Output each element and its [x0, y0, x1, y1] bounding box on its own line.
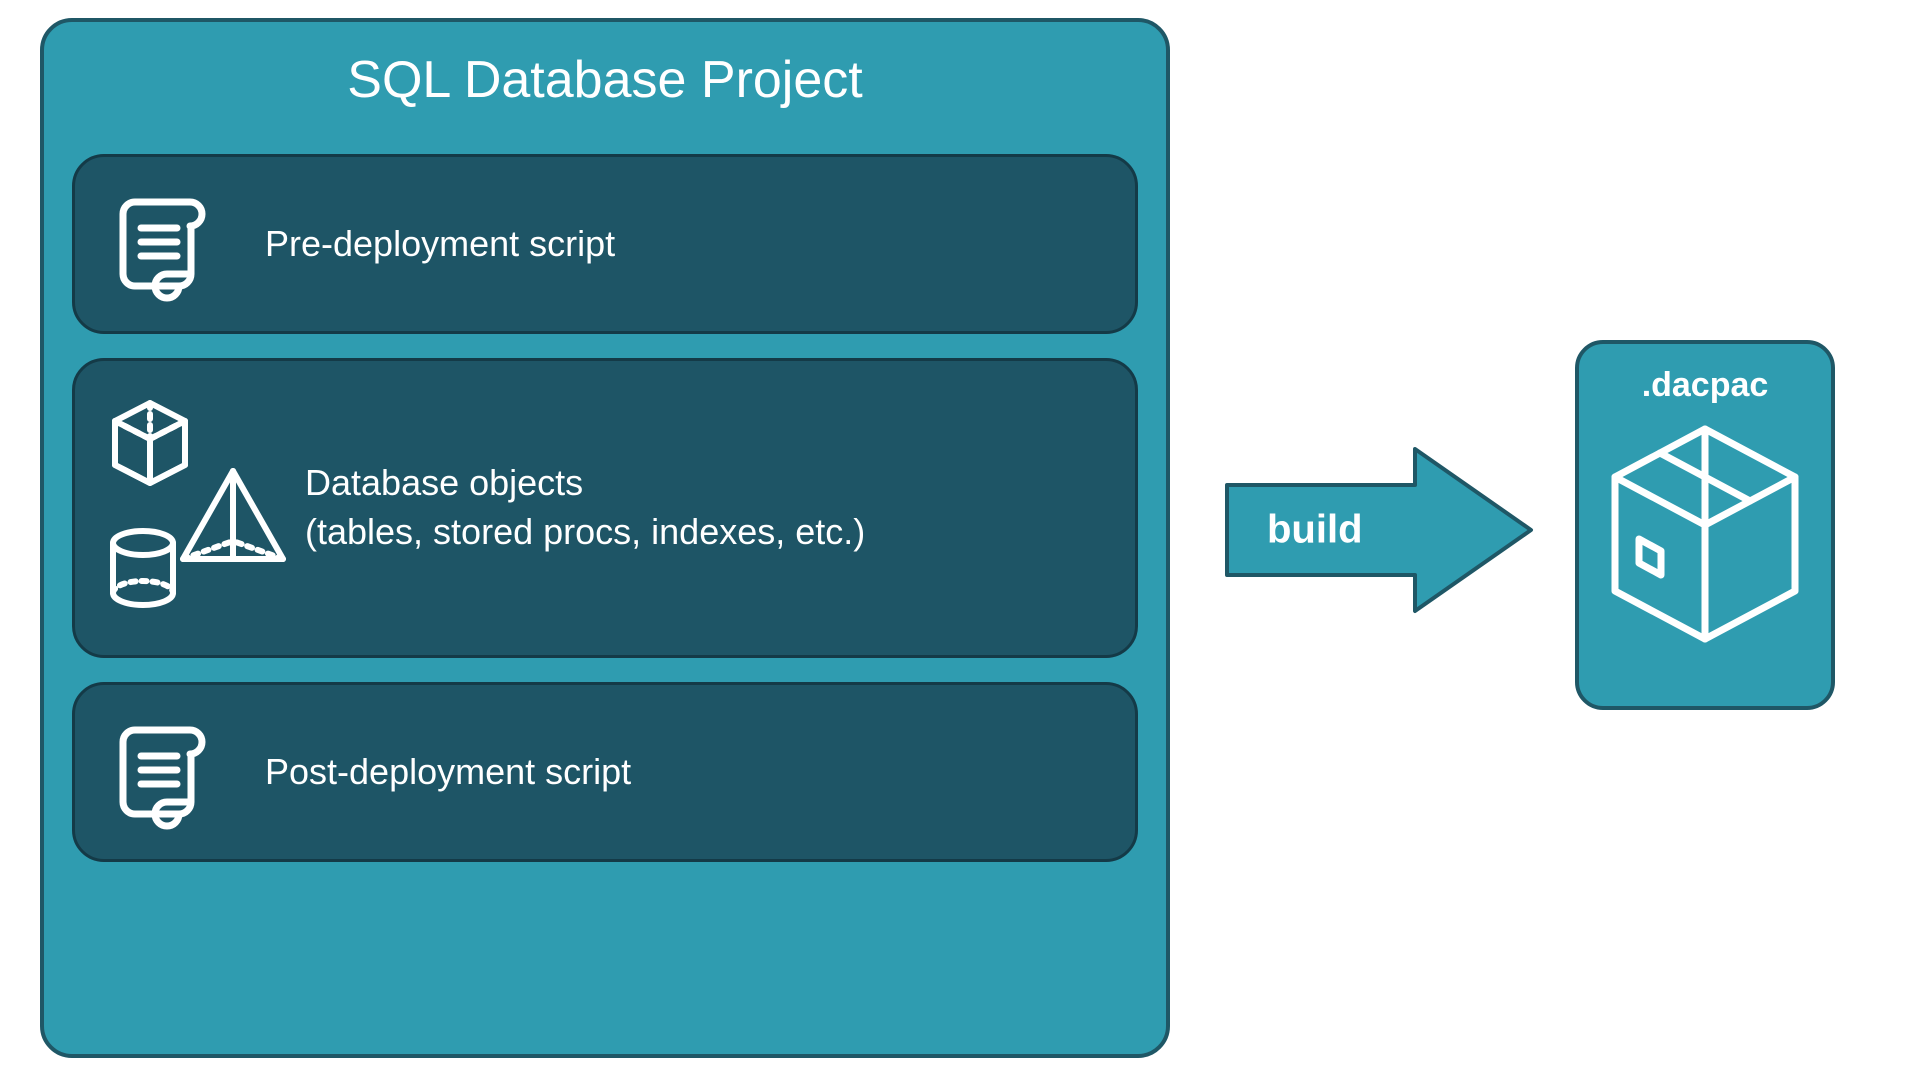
project-title: SQL Database Project [72, 50, 1138, 110]
card-post-label: Post-deployment script [265, 748, 631, 797]
card-objects-label-line1: Database objects [305, 462, 583, 503]
card-objects-label: Database objects (tables, stored procs, … [305, 459, 865, 556]
card-database-objects: Database objects (tables, stored procs, … [72, 358, 1138, 658]
card-post-deployment: Post-deployment script [72, 682, 1138, 862]
package-icon [1605, 419, 1805, 649]
card-pre-deployment: Pre-deployment script [72, 154, 1138, 334]
project-card: SQL Database Project Pre-deployment scri… [40, 18, 1170, 1058]
script-icon [105, 184, 265, 304]
diagram-canvas: SQL Database Project Pre-deployment scri… [0, 0, 1920, 1080]
shapes-icon [105, 393, 305, 623]
card-pre-label: Pre-deployment script [265, 220, 615, 269]
arrow-label: build [1267, 508, 1363, 553]
card-objects-label-line2: (tables, stored procs, indexes, etc.) [305, 511, 865, 552]
build-arrow: build [1225, 445, 1535, 615]
dacpac-card: .dacpac [1575, 340, 1835, 710]
dacpac-label: .dacpac [1642, 366, 1769, 405]
script-icon [105, 712, 265, 832]
